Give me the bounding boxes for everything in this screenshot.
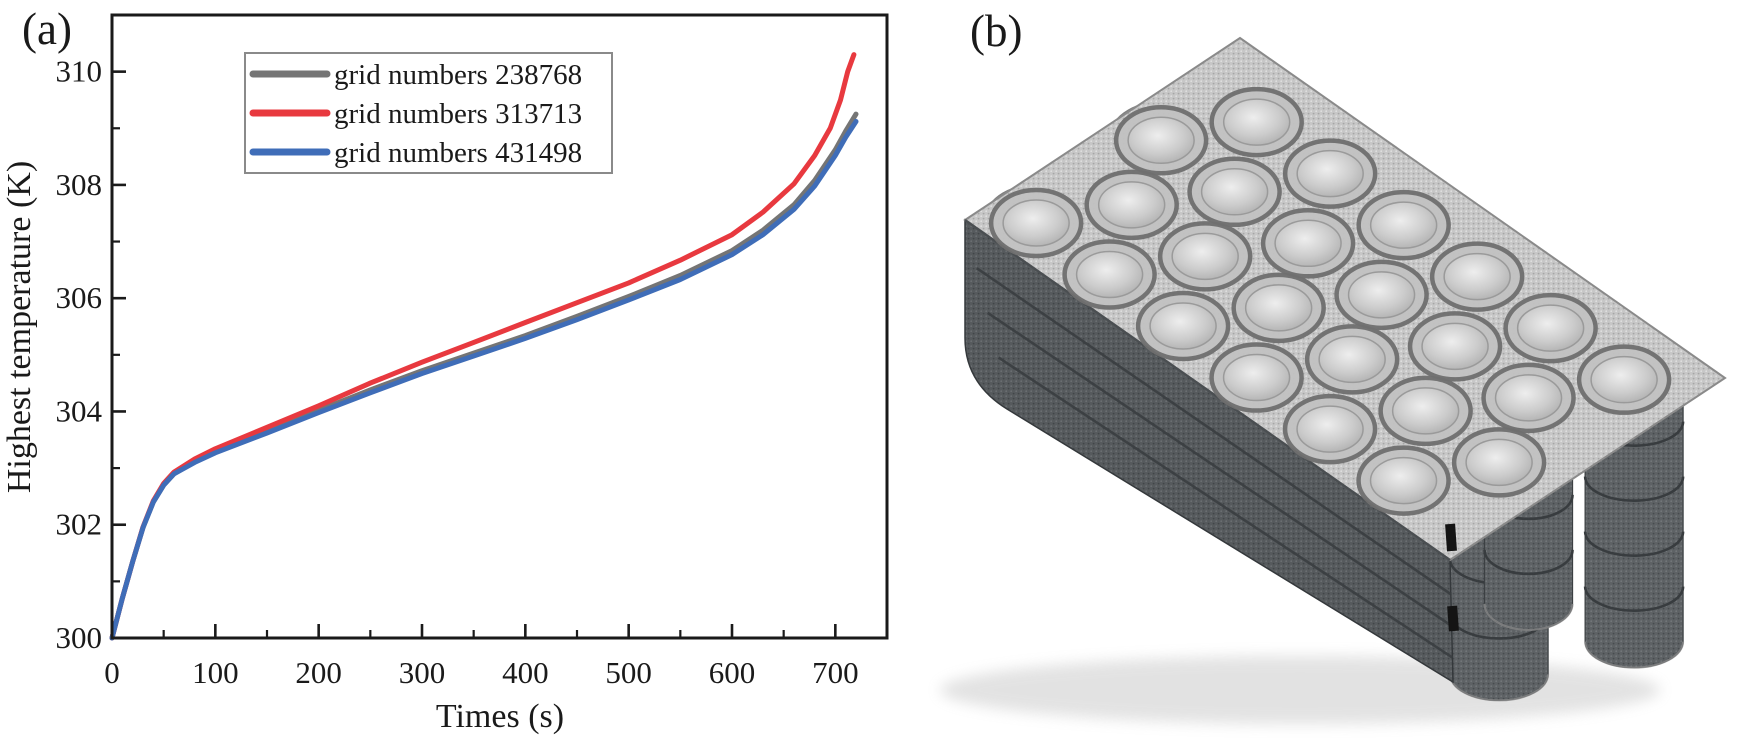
y-tick-label: 306: [56, 280, 103, 315]
x-axis-title: Times (s): [436, 698, 564, 735]
cell-top: [1347, 271, 1416, 319]
chart-plot-area: 0 100 200 300 400 500 600 700 300 302 304 306 308 310…: [56, 13, 889, 690]
cell-top: [1222, 98, 1291, 146]
y-axis-title: Highest temperature (K): [1, 161, 38, 493]
cell-top: [1494, 374, 1563, 422]
edge-tab: [1447, 605, 1459, 632]
curve-series-2: [109, 119, 859, 641]
cell-top: [1516, 304, 1585, 352]
cell-top: [1149, 302, 1217, 350]
y-tick-label: 300: [56, 620, 103, 655]
cylinder-bottom-rim: [1483, 603, 1574, 631]
x-tick-label: 100: [192, 655, 239, 690]
cell-top: [1590, 355, 1658, 404]
curve-series-0: [109, 111, 859, 641]
cell-top: [1274, 219, 1342, 268]
y-tick-label: 302: [56, 507, 103, 542]
plot-frame: [110, 13, 889, 640]
front-face-band: [997, 356, 1454, 659]
cylinder-band: [1583, 476, 1685, 502]
cell-top: [1097, 181, 1166, 229]
cell-top: [1296, 149, 1364, 198]
cylinder-band: [1583, 531, 1685, 557]
drop-shadow: [940, 656, 1660, 724]
cell-top: [1244, 284, 1313, 332]
cell-top: [1369, 456, 1438, 505]
x-tick-label: 200: [295, 655, 342, 690]
cell-top: [1002, 199, 1070, 247]
cell-top: [1127, 116, 1195, 165]
cell-top: [1369, 201, 1438, 249]
cell-top: [1465, 438, 1533, 487]
cell-top: [1318, 335, 1386, 384]
legend: grid numbers 238768 grid numbers 313713 gr…: [244, 52, 613, 174]
battery-mesh-figure: (b): [940, 6, 1727, 724]
cell-top: [1075, 250, 1144, 299]
cell-top: [1200, 168, 1269, 216]
cell-top: [1222, 353, 1291, 402]
x-tick-label: 600: [709, 655, 756, 690]
legend-label-2: grid numbers 431498: [334, 137, 582, 169]
cylinder-band: [1483, 549, 1574, 576]
cell-top: [1296, 405, 1364, 453]
front-face: [964, 218, 1454, 684]
legend-label-0: grid numbers 238768: [334, 59, 582, 91]
y-tick-label: 308: [56, 167, 103, 202]
cylinder-bottom-rim: [1584, 641, 1685, 669]
x-tick-label: 0: [104, 655, 120, 690]
cylinder-bottom-rim: [1449, 674, 1550, 702]
legend-label-1: grid numbers 313713: [334, 98, 582, 130]
front-face-band: [986, 311, 1453, 627]
cylinder-band: [1583, 586, 1685, 612]
y-tick-label: 304: [56, 393, 103, 428]
cell-top: [1391, 387, 1460, 435]
cell-top: [1443, 252, 1511, 301]
cell-top: [1171, 232, 1239, 281]
x-tick-label: 700: [812, 655, 859, 690]
cell-top: [1421, 322, 1489, 371]
x-tick-label: 400: [502, 655, 549, 690]
front-face-band: [976, 267, 1452, 596]
x-tick-label: 500: [605, 655, 652, 690]
panel-a-label: (a): [22, 4, 72, 54]
edge-tab: [1445, 523, 1457, 552]
y-tick-label: 310: [56, 54, 103, 89]
panel-b-label: (b): [970, 6, 1022, 56]
temperature-chart: (a) 0 100 200 300 400 500 600 700 300 302 304 306 30…: [1, 4, 889, 735]
battery-mesh-model: [940, 36, 1727, 724]
x-tick-label: 300: [399, 655, 446, 690]
